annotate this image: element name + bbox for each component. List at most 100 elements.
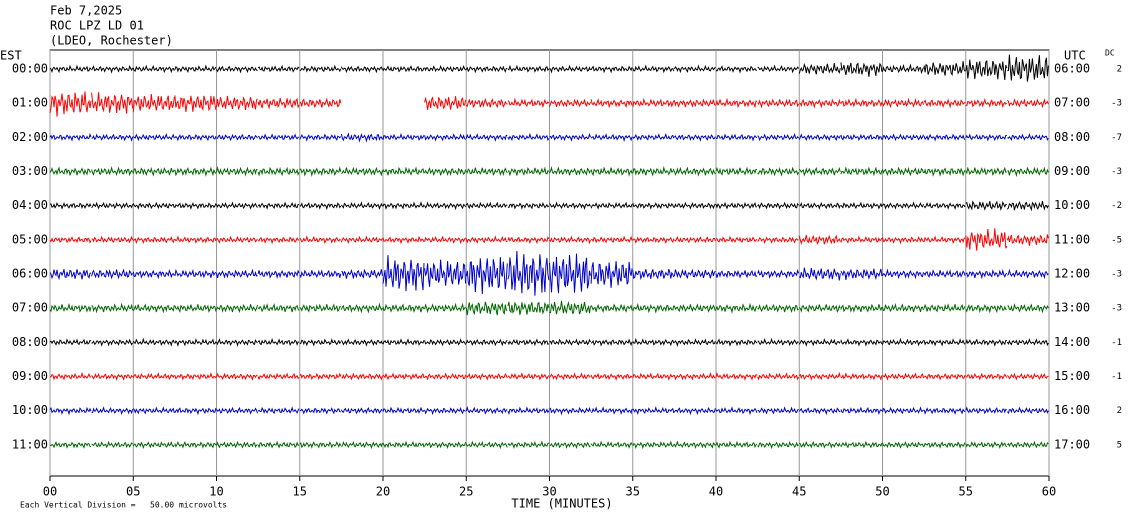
trace-segment <box>923 441 966 449</box>
trace-segment <box>49 64 92 74</box>
trace-segment <box>965 98 1008 109</box>
trace-segment <box>424 338 467 347</box>
trace-segment <box>840 338 883 347</box>
trace-segment <box>299 133 342 142</box>
trace-segment <box>132 166 175 177</box>
trace-segment <box>424 406 466 416</box>
trace-segment <box>882 63 924 75</box>
trace-segment <box>257 269 300 280</box>
dc-value: -1 <box>1111 372 1122 382</box>
trace-segment <box>923 269 966 279</box>
utc-label: 13:00 <box>1054 301 1090 315</box>
trace-segment <box>965 200 1007 211</box>
trace-segment <box>132 337 175 347</box>
trace-segment <box>798 133 841 142</box>
trace-segment <box>424 65 467 73</box>
trace-segment <box>424 372 467 381</box>
trace-segment <box>799 201 841 210</box>
trace-segment <box>798 267 841 281</box>
trace-segment <box>757 337 799 347</box>
trace-segment <box>840 235 883 244</box>
trace-segment <box>632 406 675 415</box>
trace-segment <box>674 134 716 142</box>
trace-segment <box>382 166 425 176</box>
trace-segment <box>798 166 841 177</box>
trace-segment <box>257 337 300 347</box>
trace-segment <box>965 304 1007 314</box>
trace-segment <box>465 372 508 381</box>
trace-segment <box>1006 338 1049 347</box>
trace-segment <box>340 65 383 74</box>
trace-segment <box>299 407 341 415</box>
trace-segment <box>923 338 966 347</box>
trace-segment <box>465 257 508 295</box>
trace-segment <box>923 61 966 77</box>
trace-segment <box>673 268 716 280</box>
left-axis-label: EST <box>0 49 22 63</box>
trace-segment <box>91 235 134 244</box>
est-label: 02:00 <box>12 130 48 144</box>
trace-segment <box>549 235 591 245</box>
est-label: 10:00 <box>12 403 48 417</box>
trace-segment <box>507 132 550 142</box>
trace-segment <box>299 97 342 109</box>
trace-segment <box>91 92 134 114</box>
trace-segment <box>382 440 425 449</box>
trace-segment <box>673 371 716 381</box>
x-tick-label: 55 <box>959 485 973 499</box>
trace-segment <box>965 338 1007 347</box>
trace-segment <box>49 269 92 281</box>
x-tick-label: 35 <box>626 485 640 499</box>
est-label: 07:00 <box>12 301 48 315</box>
utc-label: 12:00 <box>1054 267 1090 281</box>
trace-segment <box>174 338 217 347</box>
trace-segment <box>798 234 841 246</box>
trace-segment <box>299 64 342 73</box>
est-label: 06:00 <box>12 267 48 281</box>
trace-segment <box>965 406 1008 415</box>
trace-segment <box>882 133 924 142</box>
trace-segment <box>840 406 883 416</box>
trace-segment <box>632 202 675 210</box>
trace-segment <box>549 406 591 416</box>
trace-segment <box>382 132 425 141</box>
trace-segment <box>91 201 134 210</box>
trace-segment <box>132 406 175 415</box>
trace-segment <box>965 133 1007 142</box>
trace-segment <box>257 166 300 177</box>
dc-value: -7 <box>1111 133 1122 143</box>
trace-segment <box>424 201 467 211</box>
trace-segment <box>465 167 508 177</box>
est-label: 08:00 <box>12 335 48 349</box>
trace-segment <box>798 62 841 75</box>
trace-segment <box>216 201 258 210</box>
dc-value: 2 <box>1117 65 1122 75</box>
trace-segment <box>590 261 633 288</box>
title-line: ROC LPZ LD 01 <box>50 19 144 33</box>
trace-segment <box>590 133 633 143</box>
trace-segment <box>882 303 924 313</box>
trace-segment <box>757 132 799 142</box>
trace-segment <box>465 406 508 415</box>
trace-segment <box>840 201 883 210</box>
trace-segment <box>382 406 425 414</box>
trace-segment <box>216 235 258 244</box>
trace-segment <box>549 372 591 381</box>
trace-segment <box>1007 440 1049 449</box>
trace-segment <box>465 235 508 244</box>
trace-segment <box>216 304 258 313</box>
trace-segment <box>507 97 550 109</box>
trace-segment <box>882 166 924 177</box>
trace-segment <box>49 236 92 244</box>
est-label: 03:00 <box>12 164 48 178</box>
trace-segment <box>132 303 175 314</box>
trace-segment <box>1006 234 1049 246</box>
x-tick-label: 20 <box>376 485 390 499</box>
trace-segment <box>299 372 342 381</box>
trace-segment <box>465 201 508 210</box>
trace-segment <box>382 201 425 210</box>
dc-value: 5 <box>1117 440 1122 450</box>
trace-segment <box>507 301 550 315</box>
trace-segment <box>465 440 508 450</box>
trace-segment <box>549 338 591 346</box>
